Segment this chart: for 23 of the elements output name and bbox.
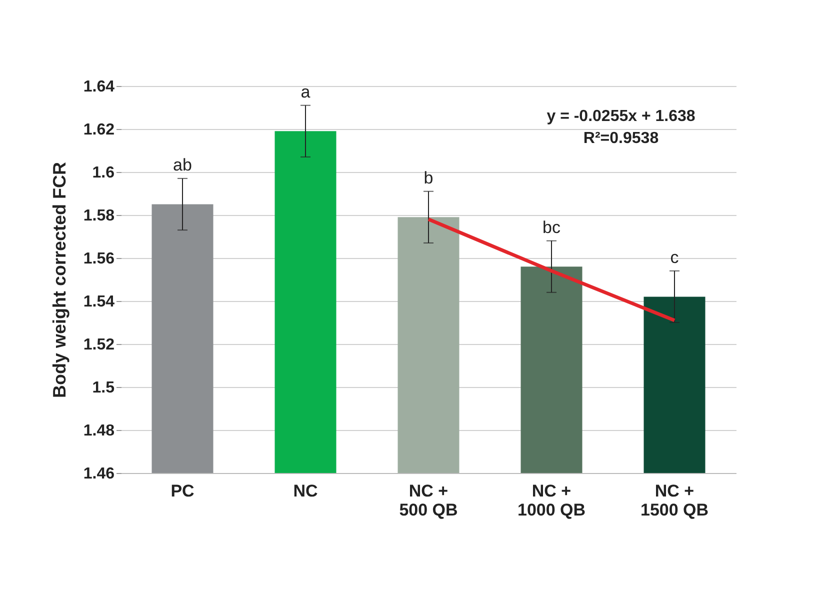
annotation: y = -0.0255x + 1.638 [546, 108, 696, 125]
y-tick-label: 1.62 [83, 122, 115, 138]
annotation: a [300, 82, 311, 102]
y-tick-label: 1.5 [92, 380, 115, 396]
y-axis-title: Body weight corrected FCR [49, 162, 70, 398]
x-tick-label: NC [293, 482, 318, 500]
x-tick-label: NC + 1000 QB [517, 482, 586, 520]
y-tick-label: 1.48 [83, 422, 115, 440]
y-tick-label: 1.54 [83, 294, 115, 310]
annotation: b [424, 168, 434, 188]
x-tick-label: PC [170, 482, 194, 500]
annotation: c [670, 248, 680, 267]
y-tick-label: 1.56 [83, 250, 115, 268]
annotation: bc [542, 218, 561, 237]
y-tick-label: 1.52 [83, 336, 115, 354]
x-tick-label: NC + 500 QB [399, 482, 458, 520]
y-tick-label: 1.6 [92, 164, 115, 182]
annotation: ab [173, 155, 192, 174]
x-tick-label: NC + 1500 QB [640, 482, 709, 520]
y-tick-label: 1.58 [83, 208, 115, 224]
y-tick-label: 1.64 [83, 78, 115, 96]
annotation: R²=0.9538 [583, 130, 659, 147]
y-tick-label: 1.46 [83, 466, 115, 482]
